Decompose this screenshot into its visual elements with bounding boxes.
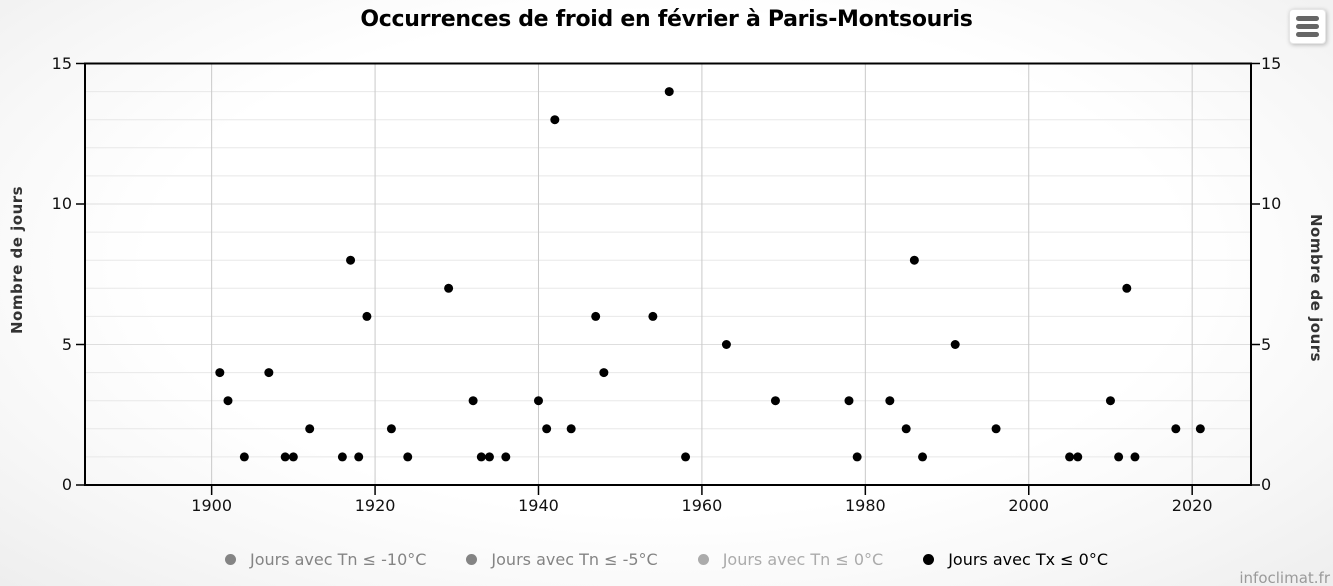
data-point[interactable] (476, 452, 486, 462)
y-tick-label-right: 5 (1261, 334, 1272, 354)
data-point[interactable] (721, 340, 731, 349)
data-point[interactable] (264, 368, 274, 378)
data-point[interactable] (599, 368, 609, 378)
legend-marker-icon (466, 553, 478, 565)
data-point[interactable] (885, 396, 895, 406)
x-tick-label: 1940 (518, 496, 559, 515)
data-point[interactable] (305, 424, 315, 434)
data-point[interactable] (950, 340, 960, 349)
data-point[interactable] (918, 452, 928, 462)
x-tick-label: 1900 (191, 496, 232, 515)
data-point[interactable] (1171, 424, 1181, 434)
x-tick-label: 2000 (1008, 496, 1050, 515)
legend-item-2[interactable]: Jours avec Tn ≤ -5°C (466, 549, 658, 569)
y-tick-label-right: 10 (1261, 194, 1282, 213)
y-tick-label-left: 0 (61, 475, 72, 494)
data-point[interactable] (1130, 452, 1140, 462)
hamburger-menu-icon (1290, 10, 1325, 43)
data-point[interactable] (566, 424, 576, 434)
data-point[interactable] (770, 396, 780, 406)
data-point[interactable] (215, 368, 225, 378)
data-point[interactable] (550, 115, 560, 125)
y-axis-title-right: Nombre de jours (1307, 214, 1325, 363)
legend-item-1[interactable]: Jours avec Tn ≤ -10°C (224, 549, 427, 569)
data-point[interactable] (1122, 283, 1132, 293)
data-point[interactable] (648, 311, 658, 321)
y-tick-label-right: 0 (1261, 475, 1272, 494)
legend-label: Jours avec Tx ≤ 0°C (948, 549, 1109, 569)
legend-marker-icon (224, 553, 236, 565)
data-point[interactable] (288, 452, 298, 462)
data-point[interactable] (1195, 424, 1205, 434)
data-point[interactable] (501, 452, 511, 462)
x-tick-label: 1960 (681, 496, 723, 515)
context-menu-button[interactable] (1289, 9, 1326, 44)
x-tick-label: 2020 (1171, 496, 1213, 515)
data-point[interactable] (852, 452, 862, 462)
data-point[interactable] (1114, 452, 1124, 462)
data-point[interactable] (280, 452, 290, 462)
data-point[interactable] (362, 311, 372, 321)
data-point[interactable] (909, 255, 919, 265)
data-point[interactable] (542, 424, 552, 434)
legend-item-3[interactable]: Jours avec Tn ≤ 0°C (697, 549, 884, 569)
chart-legend: Jours avec Tn ≤ -10°C Jours avec Tn ≤ -5°… (0, 543, 1333, 575)
y-axis-title-left: Nombre de jours (8, 185, 26, 334)
legend-label: Jours avec Tn ≤ -5°C (491, 549, 658, 569)
data-point[interactable] (386, 424, 396, 434)
legend-item-4[interactable]: Jours avec Tx ≤ 0°C (923, 550, 1108, 569)
x-tick-label: 1980 (844, 496, 886, 515)
x-tick-label: 1920 (354, 496, 396, 515)
data-point[interactable] (484, 452, 494, 462)
data-point[interactable] (346, 255, 356, 265)
data-point[interactable] (354, 452, 364, 462)
data-point[interactable] (991, 424, 1001, 434)
data-point[interactable] (239, 452, 249, 462)
data-point[interactable] (681, 452, 691, 462)
legend-marker-icon (923, 553, 935, 565)
data-point[interactable] (1065, 452, 1075, 462)
y-tick-label-left: 15 (51, 53, 72, 73)
data-point[interactable] (844, 396, 854, 406)
legend-label: Jours avec Tn ≤ 0°C (722, 549, 884, 569)
legend-label: Jours avec Tn ≤ -10°C (249, 549, 427, 569)
y-tick-label-left: 10 (51, 194, 72, 213)
data-point[interactable] (444, 283, 454, 293)
plot-border (84, 62, 1252, 486)
data-point[interactable] (223, 396, 233, 406)
legend-marker-icon (697, 553, 709, 565)
data-point[interactable] (664, 87, 674, 97)
data-point[interactable] (591, 311, 601, 321)
infoclimat-watermark-link[interactable]: infoclimat.fr (1239, 569, 1330, 586)
data-point[interactable] (901, 424, 911, 434)
data-point[interactable] (533, 396, 543, 406)
chart-title: Occurrences de froid en février à Paris-… (360, 7, 973, 32)
data-point[interactable] (1073, 452, 1083, 462)
data-point[interactable] (403, 452, 413, 462)
data-point[interactable] (468, 396, 478, 406)
data-point[interactable] (1105, 396, 1115, 406)
y-tick-label-left: 5 (61, 334, 72, 354)
data-point[interactable] (337, 452, 347, 462)
y-tick-label-right: 15 (1261, 53, 1282, 73)
